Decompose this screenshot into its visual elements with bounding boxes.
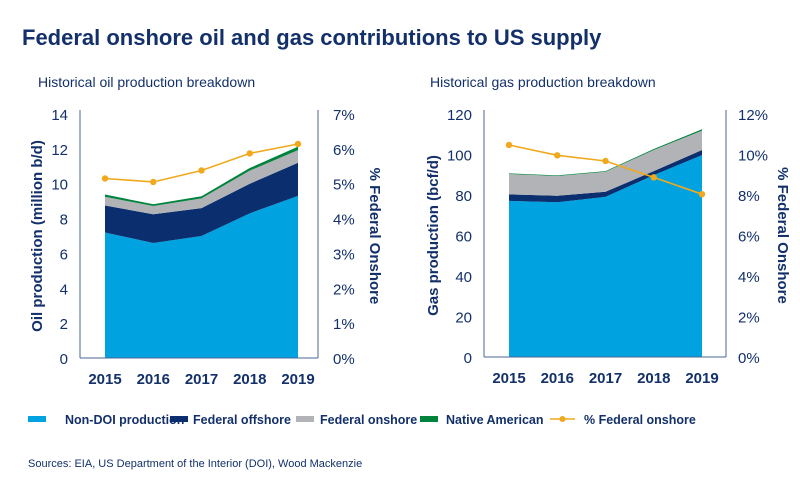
- line-point: [554, 152, 561, 159]
- x-tick-label: 2016: [137, 371, 170, 388]
- y2-tick-label: 8%: [738, 188, 760, 205]
- area-federal-offshore: [509, 150, 702, 203]
- y-tick-label: 2: [60, 316, 68, 333]
- x-tick-label: 2019: [281, 371, 314, 388]
- x-tick-label: 2016: [541, 370, 574, 387]
- y2-tick-label: 4%: [333, 212, 355, 229]
- legend-label: Native American: [446, 413, 544, 427]
- y2-tick-label: 2%: [738, 310, 760, 327]
- line-point: [505, 141, 513, 149]
- y2-tick-label: 4%: [738, 269, 760, 286]
- y-tick-label: 6: [60, 246, 68, 263]
- chart-subtitle: Historical oil production breakdown: [38, 74, 255, 90]
- legend-swatch: [28, 416, 46, 422]
- chart-title: Federal onshore oil and gas contribution…: [22, 25, 602, 50]
- y2-tick-label: 0%: [333, 351, 355, 368]
- y-tick-label: 8: [60, 212, 68, 229]
- line-point: [698, 190, 706, 198]
- legend-swatch: [170, 416, 188, 422]
- chart-subtitle: Historical gas production breakdown: [430, 74, 656, 90]
- x-tick-label: 2017: [185, 371, 218, 388]
- y-tick-label: 4: [60, 281, 68, 298]
- y2-tick-label: 5%: [333, 177, 355, 194]
- y-axis-label: Oil production (million b/d): [29, 140, 46, 332]
- area-federal-offshore: [105, 162, 298, 243]
- legend: Non-DOI production Federal offshore Federa…: [28, 413, 696, 427]
- y-tick-label: 20: [455, 310, 472, 327]
- line-point: [198, 167, 205, 174]
- x-tick-label: 2017: [589, 370, 622, 387]
- legend-marker: [559, 416, 566, 422]
- area-non-doi-production: [105, 195, 298, 358]
- y2-tick-label: 0%: [738, 350, 760, 367]
- y2-tick-label: 3%: [333, 246, 355, 263]
- legend-swatch: [296, 416, 314, 422]
- y2-tick-label: 6%: [738, 229, 760, 246]
- gas-chart: Historical gas production breakdown 0 20 40…: [425, 74, 791, 387]
- y2-tick-label: 6%: [333, 142, 355, 159]
- y-axis-label: Gas production (bcf/d): [425, 155, 442, 316]
- x-tick-label: 2019: [685, 370, 718, 387]
- y-tick-label: 0: [60, 351, 68, 368]
- area-federal-onshore: [509, 130, 702, 196]
- legend-label: Federal onshore: [320, 413, 417, 427]
- x-tick-label: 2018: [637, 370, 670, 387]
- y2-tick-label: 2%: [333, 281, 355, 298]
- y-tick-label: 12: [51, 142, 68, 159]
- y-tick-label: 0: [464, 350, 472, 367]
- line-point: [650, 174, 657, 181]
- y2-tick-label: 10%: [738, 148, 768, 165]
- line-point: [246, 150, 253, 157]
- source-note: Sources: EIA, US Department of the Inter…: [28, 458, 362, 470]
- x-tick-label: 2015: [88, 371, 121, 388]
- y-tick-label: 100: [447, 148, 472, 165]
- line-point: [602, 157, 609, 165]
- line-point: [101, 175, 109, 182]
- y-tick-label: 10: [51, 177, 68, 194]
- line-point: [150, 178, 157, 186]
- y-tick-label: 60: [455, 229, 472, 246]
- legend-swatch: [420, 416, 438, 422]
- y-tick-label: 40: [455, 269, 472, 286]
- x-tick-label: 2015: [492, 370, 525, 387]
- y2-tick-label: 7%: [333, 107, 355, 124]
- y2-axis-label: % Federal Onshore: [774, 167, 791, 304]
- y-tick-label: 80: [455, 188, 472, 205]
- y2-tick-label: 1%: [333, 316, 355, 333]
- x-tick-label: 2018: [233, 371, 266, 388]
- area-federal-onshore: [105, 150, 298, 215]
- line-point: [294, 140, 302, 148]
- y2-tick-label: 12%: [738, 107, 768, 124]
- area-non-doi-production: [509, 155, 702, 357]
- legend-label: Federal offshore: [193, 413, 291, 427]
- y-tick-label: 14: [51, 107, 68, 124]
- y2-axis-label: % Federal Onshore: [366, 168, 383, 305]
- legend-label: Non-DOI production: [65, 413, 184, 427]
- legend-label: % Federal onshore: [584, 413, 696, 427]
- y-tick-label: 120: [447, 107, 472, 124]
- area-native-american: [105, 146, 298, 207]
- oil-chart: Historical oil production breakdown 0 2 4 6 8…: [29, 74, 383, 388]
